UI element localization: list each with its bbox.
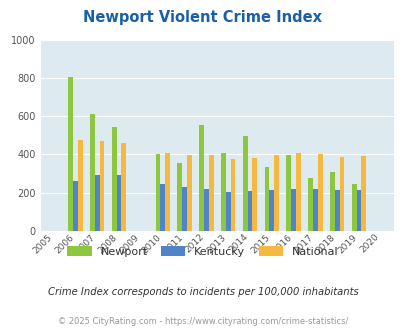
Text: Newport Violent Crime Index: Newport Violent Crime Index [83,10,322,25]
Bar [177,163,182,231]
Bar [68,77,73,231]
Bar [186,155,191,231]
Bar [356,190,360,231]
Bar [339,157,343,231]
Bar [112,127,116,231]
Bar [360,156,365,231]
Bar [334,190,339,231]
Bar [182,187,186,231]
Bar [264,167,269,231]
Legend: Newport, Kentucky, National: Newport, Kentucky, National [67,247,338,257]
Bar [351,184,356,231]
Bar [155,154,160,231]
Bar [203,188,208,231]
Bar [73,181,78,231]
Bar [286,155,290,231]
Bar [95,175,100,231]
Bar [273,155,278,231]
Bar [329,172,334,231]
Bar [242,136,247,231]
Bar [225,192,230,231]
Bar [220,153,225,231]
Text: © 2025 CityRating.com - https://www.cityrating.com/crime-statistics/: © 2025 CityRating.com - https://www.city… [58,317,347,326]
Bar [100,142,104,231]
Bar [116,175,121,231]
Bar [121,143,126,231]
Bar [198,125,203,231]
Bar [165,153,169,231]
Bar [247,191,252,231]
Bar [208,155,213,231]
Bar [160,184,165,231]
Bar [78,140,83,231]
Bar [295,153,300,231]
Bar [307,178,312,231]
Bar [312,188,317,231]
Bar [317,154,322,231]
Text: Crime Index corresponds to incidents per 100,000 inhabitants: Crime Index corresponds to incidents per… [47,287,358,297]
Bar [269,190,273,231]
Bar [290,188,295,231]
Bar [230,159,235,231]
Bar [90,114,95,231]
Bar [252,158,256,231]
